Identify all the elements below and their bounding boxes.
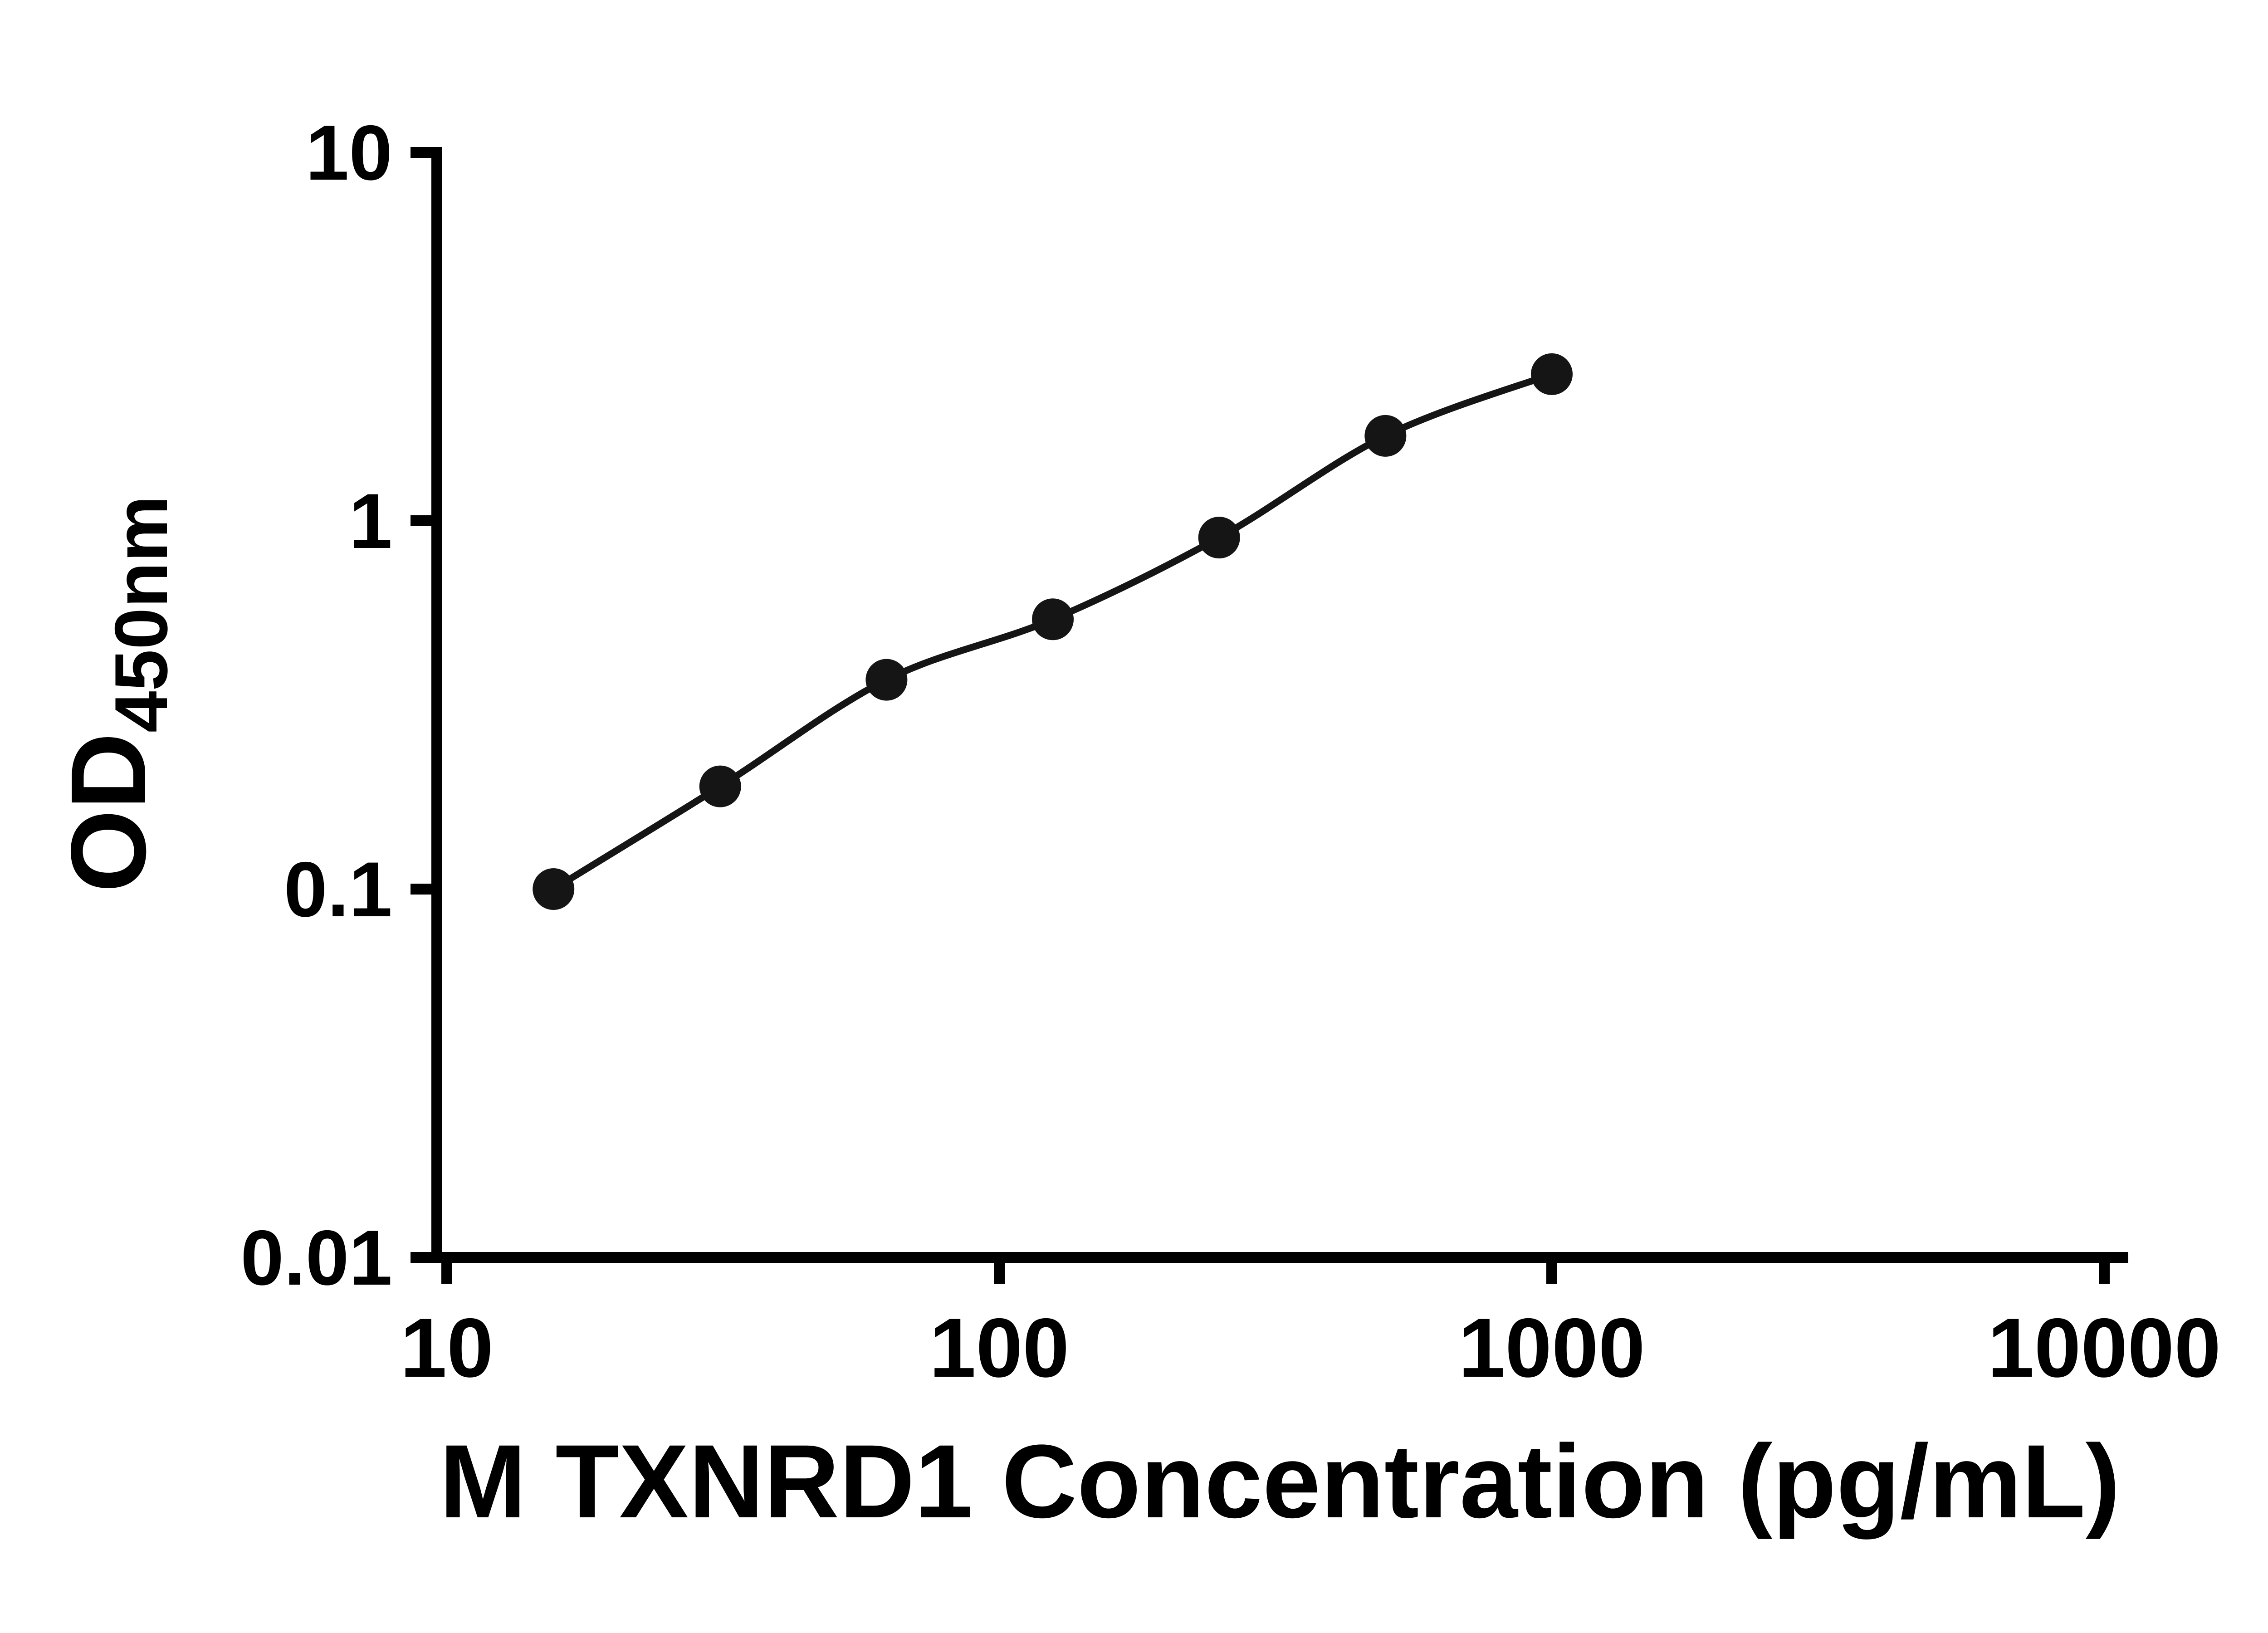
y-axis-title-main: OD — [49, 733, 168, 893]
data-point — [865, 659, 908, 701]
x-tick-label: 1000 — [1458, 1301, 1645, 1395]
y-tick-label: 0.01 — [240, 1214, 392, 1301]
data-point — [1198, 517, 1240, 559]
data-point — [1364, 415, 1407, 457]
data-point — [699, 765, 741, 807]
y-tick-label: 1 — [349, 478, 392, 565]
y-tick-label: 0.1 — [284, 846, 392, 933]
data-point — [533, 868, 575, 910]
y-tick-label: 10 — [306, 109, 392, 196]
y-axis-title: OD450nm — [49, 495, 183, 892]
x-tick-label: 10 — [400, 1301, 494, 1395]
x-axis-title: M TXNRD1 Concentration (pg/mL) — [440, 1423, 2120, 1540]
y-axis-title-subscript: 450nm — [99, 495, 183, 733]
data-point — [1032, 598, 1074, 640]
data-point — [1531, 353, 1573, 395]
x-tick-label: 10000 — [1988, 1301, 2221, 1395]
x-tick-label: 100 — [929, 1301, 1070, 1395]
